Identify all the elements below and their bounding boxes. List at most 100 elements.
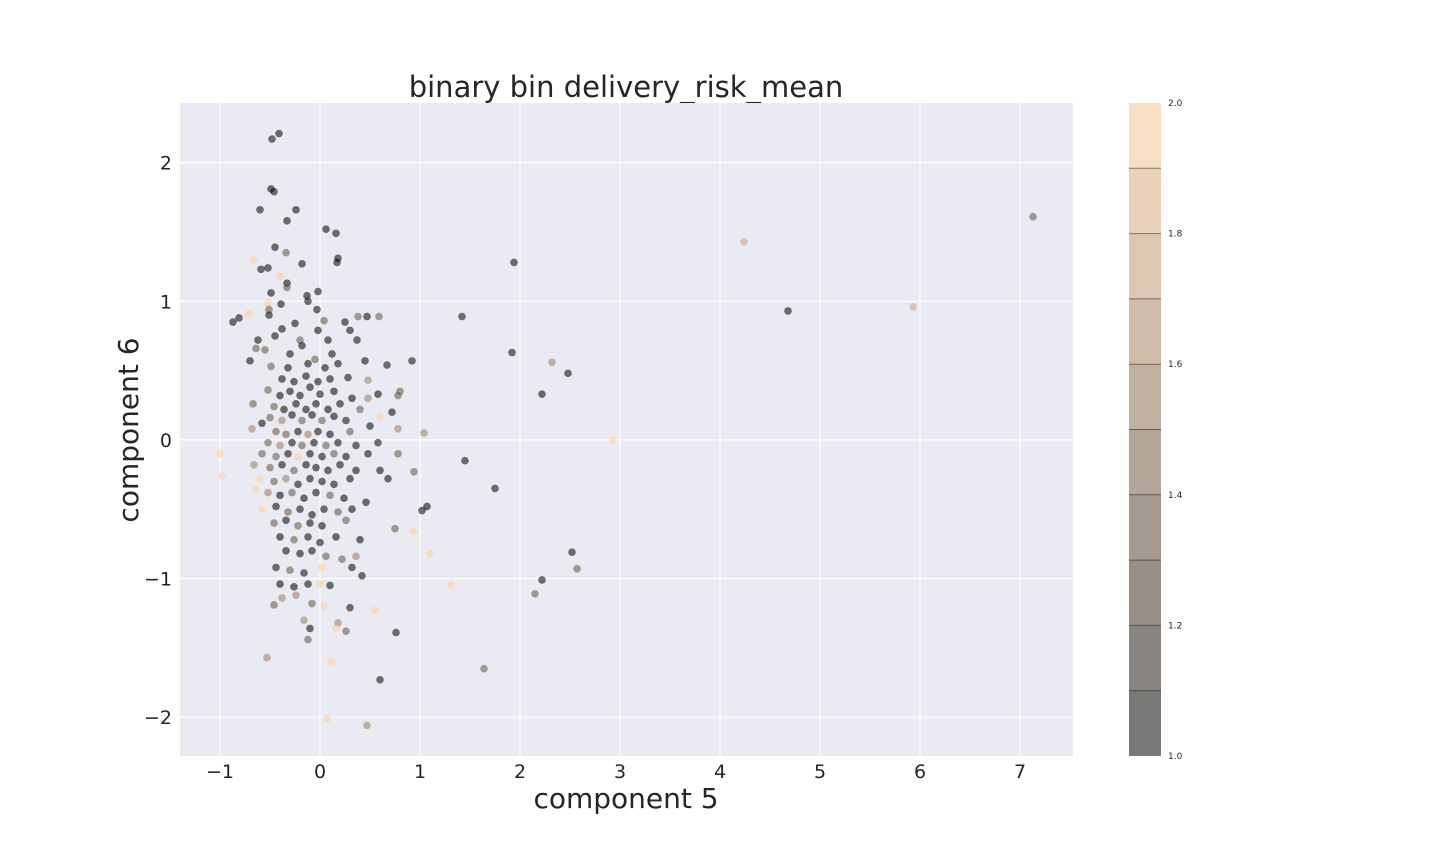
scatter-point — [310, 438, 318, 447]
scatter-point — [334, 438, 342, 447]
scatter-point — [278, 594, 286, 602]
scatter-point — [394, 449, 402, 458]
x-tick-label: 3 — [614, 761, 626, 783]
x-tick-label: 6 — [914, 761, 926, 783]
scatter-point — [326, 430, 334, 439]
y-tick-label: 0 — [160, 430, 172, 452]
scatter-point — [326, 375, 334, 383]
y-tick-label: 2 — [160, 153, 172, 175]
scatter-point — [292, 205, 300, 214]
scatter-point — [271, 332, 279, 340]
scatter-point — [326, 491, 334, 500]
scatter-point — [609, 436, 617, 444]
scatter-point — [348, 505, 356, 514]
scatter-point — [334, 359, 342, 368]
scatter-point — [290, 535, 298, 544]
colorbar-tick-label: 1.0 — [1168, 752, 1183, 762]
scatter-point — [258, 449, 266, 458]
scatter-point — [318, 522, 326, 530]
scatter-point — [292, 400, 300, 408]
scatter-point — [268, 135, 276, 143]
scatter-point — [294, 427, 302, 436]
scatter-point — [286, 387, 294, 396]
scatter-point — [266, 413, 274, 422]
scatter-point — [336, 400, 344, 408]
scatter-point — [375, 312, 383, 321]
scatter-point — [282, 516, 290, 525]
scatter-point — [342, 416, 350, 425]
scatter-point — [330, 449, 338, 458]
scatter-point — [356, 405, 364, 414]
scatter-point — [324, 405, 332, 414]
scatter-point — [276, 272, 284, 281]
scatter-point — [306, 383, 314, 392]
scatter-point — [304, 430, 312, 439]
scatter-point — [354, 312, 362, 321]
scatter-point — [250, 461, 258, 469]
scatter-point — [306, 624, 314, 633]
scatter-point — [286, 350, 294, 358]
scatter-point — [352, 552, 360, 561]
scatter-point — [314, 377, 322, 386]
scatter-point — [423, 502, 431, 511]
scatter-point — [480, 664, 488, 673]
scatter-point — [538, 390, 546, 398]
scatter-point — [306, 474, 314, 483]
scatter-point — [278, 416, 286, 425]
scatter-point — [300, 569, 308, 577]
scatter-point — [272, 563, 280, 572]
scatter-point — [282, 430, 290, 439]
scatter-point — [330, 412, 338, 421]
scatter-point — [371, 606, 379, 615]
scatter-point — [311, 355, 319, 364]
scatter-point — [391, 524, 399, 533]
scatter-point — [330, 480, 338, 489]
scatter-point — [272, 502, 280, 511]
scatter-point — [573, 565, 581, 573]
scatter-point — [447, 581, 455, 590]
scatter-point — [272, 452, 280, 461]
colorbar-segment — [1129, 560, 1161, 626]
scatter-point — [264, 386, 272, 394]
scatter-point — [346, 427, 354, 436]
scatter-point — [346, 326, 354, 335]
scatter-point — [249, 400, 257, 408]
scatter-point — [286, 566, 294, 575]
scatter-point — [294, 480, 302, 489]
colorbar-segment — [1129, 364, 1161, 430]
scatter-point — [392, 628, 400, 637]
scatter-point — [384, 474, 392, 483]
scatter-point — [284, 508, 292, 516]
scatter-point — [264, 264, 272, 272]
colorbar-segment — [1129, 103, 1161, 169]
scatter-point — [352, 466, 360, 475]
scatter-point — [376, 675, 384, 684]
scatter-point — [314, 427, 322, 436]
colorbar-segment — [1129, 429, 1161, 495]
scatter-point — [383, 361, 391, 369]
scatter-point — [294, 452, 302, 461]
scatter-point — [276, 441, 284, 450]
scatter-point — [341, 318, 349, 326]
scatter-point — [298, 441, 306, 450]
scatter-point — [282, 547, 290, 555]
scatter-point — [235, 314, 243, 322]
scatter-point — [298, 416, 306, 425]
scatter-point — [313, 305, 321, 314]
scatter-point — [342, 516, 350, 525]
scatter-point — [270, 601, 278, 609]
scatter-point — [364, 376, 372, 385]
scatter-point — [302, 372, 310, 380]
scatter-point — [267, 362, 275, 371]
scatter-point — [282, 248, 290, 257]
scatter-point — [308, 599, 316, 608]
scatter-point — [292, 591, 300, 599]
scatter-point — [420, 429, 428, 437]
colorbar-tick-label: 1.4 — [1168, 491, 1183, 501]
y-tick-label: −1 — [144, 569, 172, 591]
scatter-point — [332, 229, 340, 238]
scatter-point — [314, 287, 322, 296]
scatter-point — [352, 441, 360, 450]
scatter-point — [218, 472, 226, 480]
